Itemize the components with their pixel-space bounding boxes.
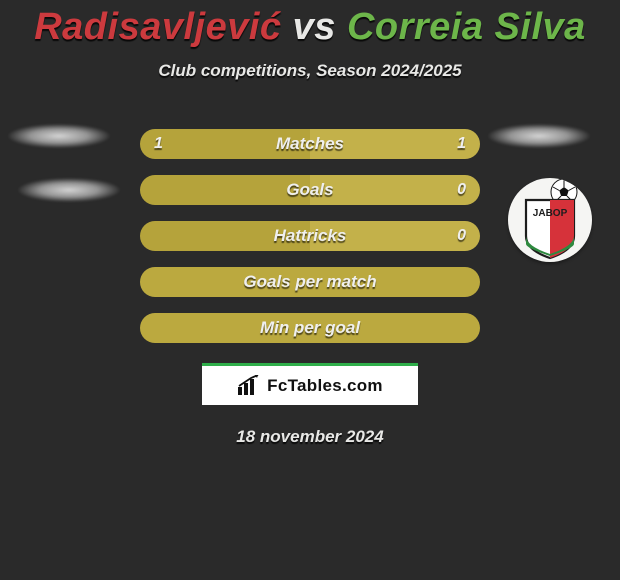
date-text: 18 november 2024 bbox=[0, 427, 620, 447]
comparison-title: Radisavljević vs Correia Silva bbox=[0, 0, 620, 49]
bar-right-half bbox=[310, 175, 480, 205]
bar-left-half bbox=[140, 221, 310, 251]
shadow-ellipse bbox=[18, 178, 120, 202]
club-badge-svg: JABOP bbox=[508, 178, 592, 262]
bar-left-half bbox=[140, 129, 310, 159]
vs-text: vs bbox=[282, 6, 347, 48]
bar-left-half bbox=[140, 175, 310, 205]
stat-row: Min per goal bbox=[140, 313, 480, 343]
stat-row: Goals per match bbox=[140, 267, 480, 297]
bar-right-half bbox=[310, 129, 480, 159]
subtitle: Club competitions, Season 2024/2025 bbox=[0, 61, 620, 81]
club-badge: JABOP bbox=[508, 178, 592, 262]
watermark: FcTables.com bbox=[202, 363, 418, 405]
bar-right-half bbox=[310, 221, 480, 251]
stat-value-right: 0 bbox=[457, 175, 466, 205]
watermark-text: FcTables.com bbox=[267, 376, 383, 396]
stat-value-left: 1 bbox=[154, 129, 163, 159]
svg-text:JABOP: JABOP bbox=[533, 208, 568, 219]
stat-rows: Matches11Goals0Hattricks0Goals per match… bbox=[140, 129, 480, 343]
bars-icon bbox=[237, 375, 261, 397]
player1-name: Radisavljević bbox=[34, 6, 281, 48]
stat-value-right: 0 bbox=[457, 221, 466, 251]
stat-row: Goals0 bbox=[140, 175, 480, 205]
shadow-ellipse bbox=[488, 124, 590, 148]
shadow-ellipse bbox=[8, 124, 110, 148]
stat-label: Goals per match bbox=[140, 272, 480, 292]
player2-name: Correia Silva bbox=[347, 6, 586, 48]
stat-row: Hattricks0 bbox=[140, 221, 480, 251]
stat-row: Matches11 bbox=[140, 129, 480, 159]
stat-value-right: 1 bbox=[457, 129, 466, 159]
stat-label: Min per goal bbox=[140, 318, 480, 338]
